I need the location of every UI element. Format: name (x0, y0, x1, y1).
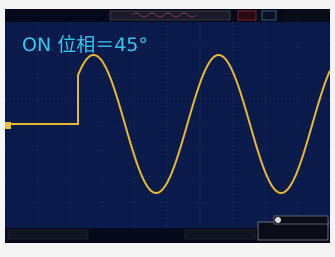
trigger-memory-bar (110, 11, 230, 20)
channel-marker (5, 122, 11, 129)
timebase-info (185, 230, 255, 239)
page: ON 位相＝45° (() => { const data = JSON.par… (0, 0, 335, 257)
frequency-box (274, 216, 328, 224)
oscilloscope-screen: ON 位相＝45° (0, 0, 335, 257)
trigger-icon (262, 11, 276, 20)
run-indicator (238, 11, 256, 20)
clock-box (284, 10, 328, 21)
title: ON 位相＝45° (22, 34, 148, 56)
trigger-info (258, 222, 328, 240)
frequency-icon (275, 217, 281, 223)
channel-info (8, 230, 88, 239)
